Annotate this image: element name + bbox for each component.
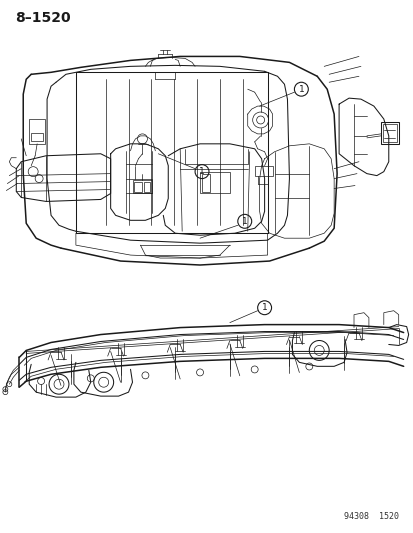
Bar (29, 119, 45, 144)
Bar (132, 180, 152, 193)
Text: 1: 1 (261, 303, 267, 312)
Bar (254, 166, 272, 175)
Text: 94308  1520: 94308 1520 (343, 512, 398, 521)
Bar (202, 174, 209, 191)
Bar (382, 124, 396, 142)
Text: 1: 1 (298, 85, 304, 94)
Text: 8–1520: 8–1520 (15, 11, 71, 25)
Bar (144, 182, 150, 191)
Bar (31, 133, 43, 141)
Bar (134, 182, 142, 191)
Text: 1: 1 (241, 217, 247, 226)
Bar (199, 172, 229, 193)
Bar (380, 122, 398, 144)
Text: 1: 1 (199, 167, 204, 176)
